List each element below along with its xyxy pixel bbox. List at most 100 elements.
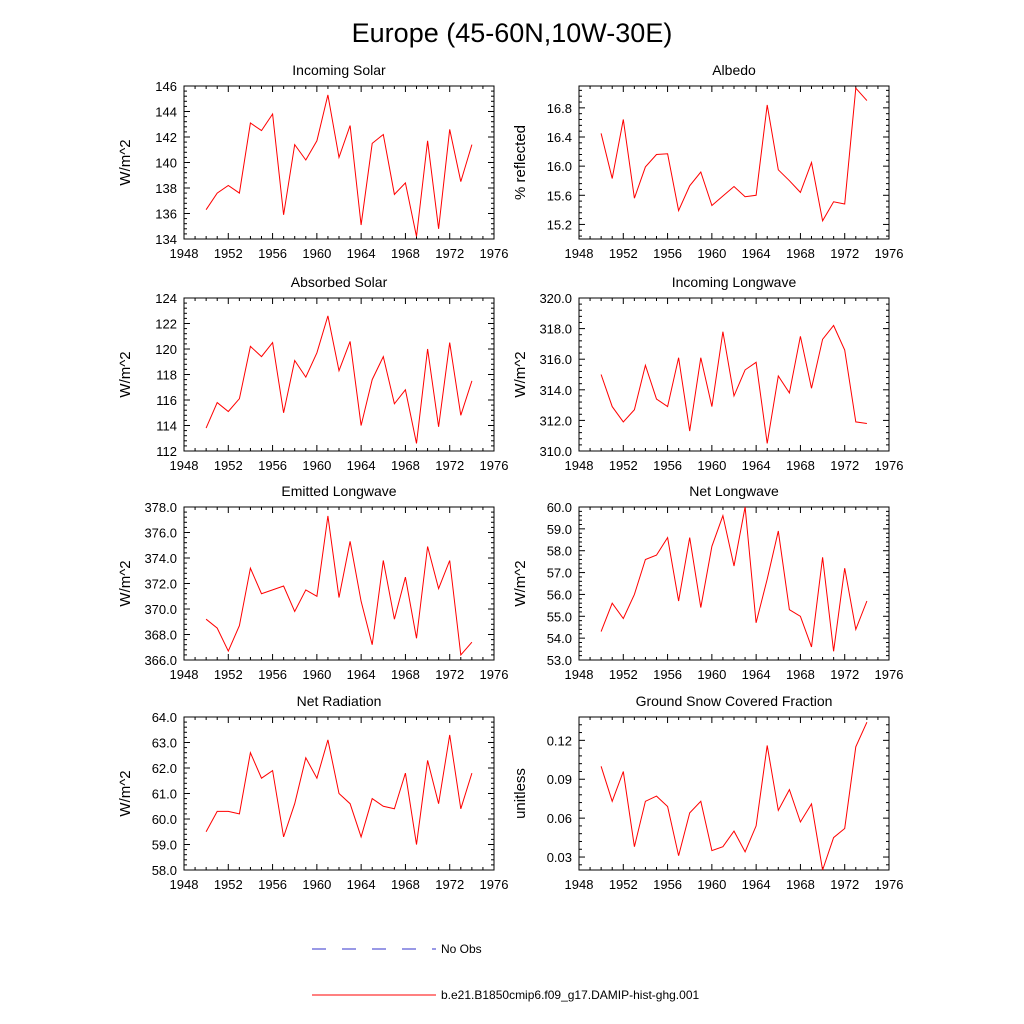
incoming-longwave-x-tick-label: 1956 [653,458,682,473]
ground-snow-covered-fraction-x-tick-label: 1968 [786,877,815,892]
absorbed-solar-x-tick-label: 1960 [302,458,331,473]
net-longwave-x-tick-label: 1960 [697,667,726,682]
legend-label-model: b.e21.B1850cmip6.f09_g17.DAMIP-hist-ghg.… [441,988,699,1002]
net-radiation-x-tick-label: 1976 [480,877,509,892]
panel-absorbed-solar: Absorbed Solar W/m^2 1948 1952 1956 1960 1964 1… [117,274,508,473]
albedo-y-tick-label: 16.0 [547,159,572,174]
albedo-x-tick-label: 1972 [830,246,859,261]
emitted-longwave-x-tick-label: 1964 [347,667,376,682]
incoming-longwave-x-tick-label: 1952 [609,458,638,473]
net-longwave-series-line [600,506,868,652]
ground-snow-covered-fraction-y-tick-label: 0.06 [547,811,572,826]
ground-snow-covered-fraction-x-tick-label: 1976 [875,877,904,892]
net-longwave-x-tick-label: 1964 [742,667,771,682]
albedo-y-tick-label: 15.2 [547,217,572,232]
ground-snow-covered-fraction-series-line [600,721,868,871]
ground-snow-covered-fraction-x-tick-label: 1964 [742,877,771,892]
net-radiation-y-tick-label: 62.0 [152,761,177,776]
incoming-solar-y-tick-label: 136 [155,207,177,222]
net-radiation-x-tick-label: 1948 [170,877,199,892]
incoming-longwave-series-line [600,324,867,444]
net-longwave-y-axis-label: W/m^2 [512,560,529,606]
incoming-solar-x-tick-label: 1976 [480,246,509,261]
incoming-longwave-x-tick-label: 1972 [830,458,859,473]
albedo-y-tick-label: 15.6 [547,188,572,203]
legend: No Obs b.e21.B1850cmip6.f09_g17.DAMIP-hi… [312,942,699,1002]
albedo-x-tick-label: 1976 [875,246,904,261]
absorbed-solar-x-tick-label: 1956 [258,458,287,473]
incoming-solar-y-axis-label: W/m^2 [117,139,134,185]
ground-snow-covered-fraction-y-tick-label: 0.12 [547,733,572,748]
net-longwave-x-tick-label: 1972 [830,667,859,682]
net-longwave-y-tick-label: 58.0 [547,544,572,559]
net-radiation-series-line [205,734,473,845]
incoming-solar-y-tick-label: 146 [155,79,177,94]
incoming-solar-y-tick-label: 134 [155,232,177,247]
net-longwave-x-tick-label: 1952 [609,667,638,682]
albedo-y-tick-label: 16.4 [547,130,572,145]
emitted-longwave-y-axis-label: W/m^2 [117,560,134,606]
emitted-longwave-x-tick-label: 1968 [391,667,420,682]
albedo-x-tick-label: 1964 [742,246,771,261]
absorbed-solar-series-line [205,315,473,444]
incoming-longwave-x-tick-label: 1960 [697,458,726,473]
absorbed-solar-y-tick-label: 112 [156,444,177,459]
net-longwave-y-tick-label: 56.0 [547,587,572,602]
net-radiation-y-tick-label: 61.0 [152,787,177,802]
absorbed-solar-y-tick-label: 122 [155,317,177,332]
emitted-longwave-y-tick-label: 378.0 [144,500,177,515]
figure-title: Europe (45-60N,10W-30E) [352,18,673,48]
incoming-longwave-y-axis-label: W/m^2 [512,351,529,397]
ground-snow-covered-fraction-x-tick-label: 1960 [697,877,726,892]
absorbed-solar-x-tick-label: 1976 [480,458,509,473]
incoming-longwave-x-tick-label: 1948 [565,458,594,473]
emitted-longwave-x-tick-label: 1956 [258,667,287,682]
ground-snow-covered-fraction-x-tick-label: 1956 [653,877,682,892]
albedo-x-tick-label: 1968 [786,246,815,261]
incoming-longwave-x-tick-label: 1976 [875,458,904,473]
emitted-longwave-x-tick-label: 1960 [302,667,331,682]
panel-albedo: Albedo % reflected 1948 1952 1956 1960 1964 196… [512,62,903,261]
absorbed-solar-y-tick-label: 114 [156,419,177,434]
net-radiation-x-tick-label: 1952 [214,877,243,892]
net-radiation-y-tick-label: 64.0 [152,710,177,725]
incoming-longwave-y-tick-label: 310.0 [539,444,572,459]
incoming-longwave-y-tick-label: 316.0 [539,352,572,367]
net-radiation-x-tick-label: 1960 [302,877,331,892]
albedo-x-tick-label: 1952 [609,246,638,261]
ground-snow-covered-fraction-x-tick-label: 1972 [830,877,859,892]
net-radiation-y-tick-label: 60.0 [152,812,177,827]
emitted-longwave-y-tick-label: 366.0 [144,653,177,668]
absorbed-solar-panel-title: Absorbed Solar [291,274,388,290]
net-longwave-y-tick-label: 59.0 [547,522,572,537]
panel-incoming-longwave: Incoming Longwave W/m^2 1948 1952 1956 1960 19… [512,274,903,473]
absorbed-solar-y-tick-label: 116 [156,393,177,408]
absorbed-solar-x-tick-label: 1972 [435,458,464,473]
incoming-longwave-y-tick-label: 318.0 [539,322,572,337]
emitted-longwave-x-tick-label: 1948 [170,667,199,682]
incoming-longwave-y-tick-label: 314.0 [539,383,572,398]
net-longwave-x-tick-label: 1948 [565,667,594,682]
incoming-longwave-y-tick-label: 320.0 [539,291,572,306]
albedo-x-tick-label: 1960 [697,246,726,261]
incoming-solar-x-tick-label: 1948 [170,246,199,261]
incoming-solar-x-tick-label: 1972 [435,246,464,261]
incoming-solar-x-tick-label: 1956 [258,246,287,261]
ground-snow-covered-fraction-y-tick-label: 0.03 [547,850,572,865]
emitted-longwave-x-tick-label: 1972 [435,667,464,682]
absorbed-solar-y-axis-label: W/m^2 [117,351,134,397]
albedo-x-tick-label: 1948 [565,246,594,261]
panel-net-longwave: Net Longwave W/m^2 1948 1952 1956 1960 1964 196… [512,483,903,682]
absorbed-solar-x-tick-label: 1948 [170,458,199,473]
albedo-y-axis-label: % reflected [512,125,529,200]
net-radiation-x-tick-label: 1972 [435,877,464,892]
emitted-longwave-y-tick-label: 368.0 [144,628,177,643]
albedo-x-tick-label: 1956 [653,246,682,261]
absorbed-solar-x-tick-label: 1952 [214,458,243,473]
ground-snow-covered-fraction-panel-title: Ground Snow Covered Fraction [636,693,833,709]
absorbed-solar-x-tick-label: 1964 [347,458,376,473]
net-longwave-x-tick-label: 1976 [875,667,904,682]
panel-net-radiation: Net Radiation W/m^2 1948 1952 1956 1960 1964 19… [117,693,508,892]
incoming-solar-y-tick-label: 144 [155,105,177,120]
